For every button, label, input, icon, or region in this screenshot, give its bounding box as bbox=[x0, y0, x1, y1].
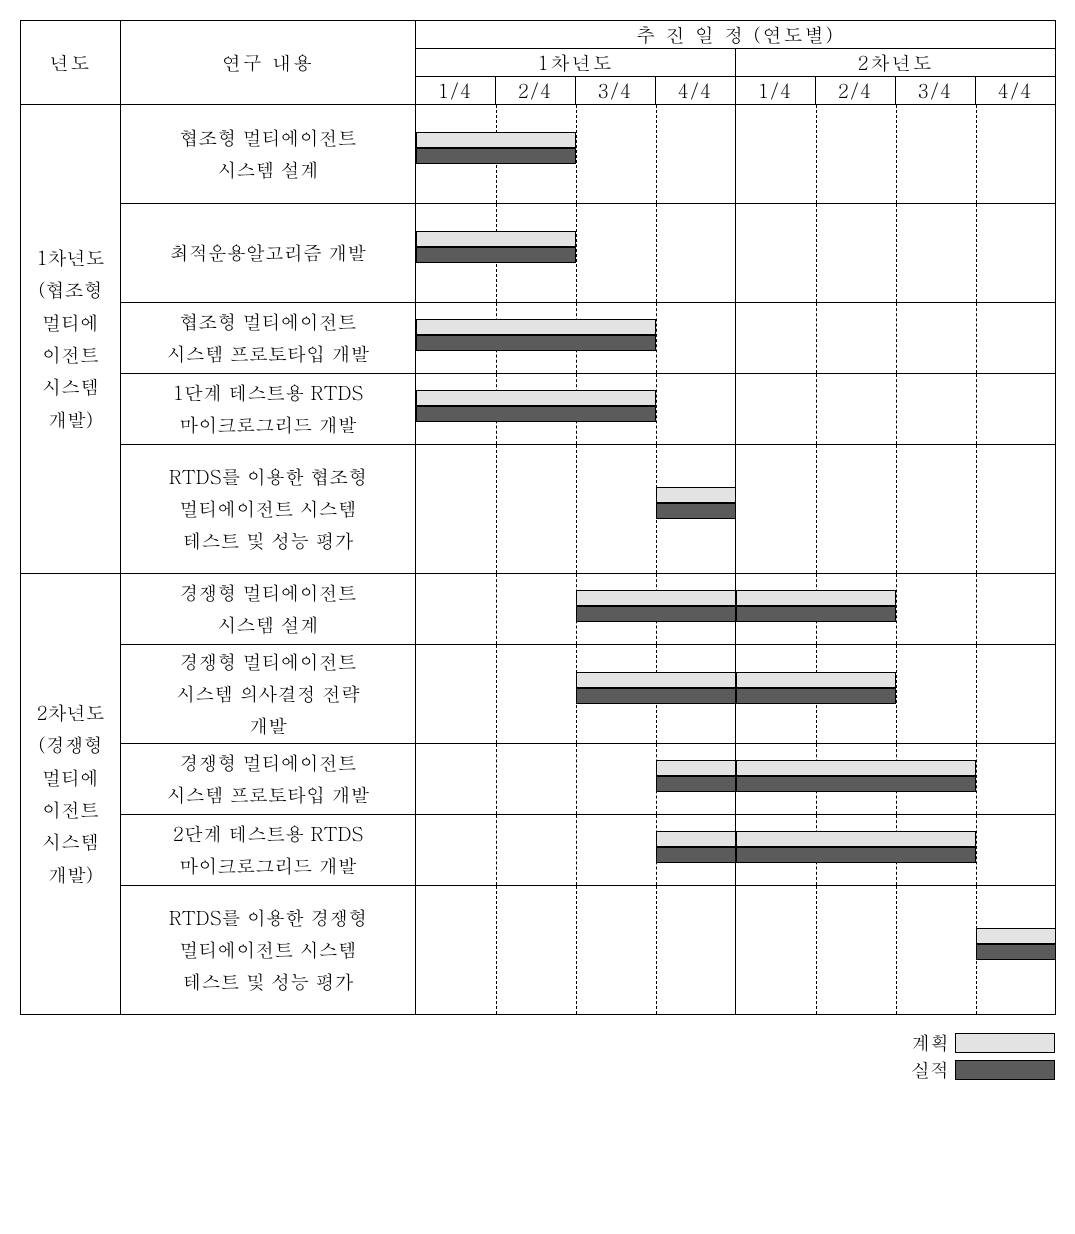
gantt-cell-year1 bbox=[416, 744, 736, 815]
gantt-bar-plan bbox=[976, 928, 1056, 944]
table-row: 최적운용알고리즘 개발 bbox=[21, 204, 1056, 303]
task-label: 1단계 테스트용 RTDS마이크로그리드 개발 bbox=[121, 374, 416, 445]
task-label: 협조형 멀티에이전트시스템 프로토타입 개발 bbox=[121, 303, 416, 374]
legend: 계획 실적 bbox=[20, 1029, 1055, 1083]
gantt-cell-year1 bbox=[416, 886, 736, 1015]
legend-plan-label: 계획 bbox=[903, 1029, 949, 1056]
hdr-q: 4/4 bbox=[976, 77, 1056, 105]
hdr-q: 3/4 bbox=[896, 77, 976, 105]
gantt-bar-actual bbox=[656, 503, 736, 519]
gantt-bar-plan bbox=[736, 590, 896, 606]
table-body: 1차년도(협조형멀티에이전트시스템개발)협조형 멀티에이전트시스템 설계최적운용… bbox=[21, 105, 1056, 1015]
table-row: 2차년도(경쟁형멀티에이전트시스템개발)경쟁형 멀티에이전트시스템 설계 bbox=[21, 574, 1056, 645]
gantt-bar-actual bbox=[656, 776, 736, 792]
gantt-bar-actual bbox=[416, 335, 656, 351]
legend-actual-swatch bbox=[955, 1060, 1055, 1080]
task-label: 경쟁형 멀티에이전트시스템 설계 bbox=[121, 574, 416, 645]
gantt-cell-year1 bbox=[416, 445, 736, 574]
gantt-bar-plan bbox=[416, 319, 656, 335]
hdr-year1: 1차년도 bbox=[416, 49, 736, 77]
gantt-cell-year2 bbox=[736, 815, 1056, 886]
task-label: RTDS를 이용한 경쟁형멀티에이전트 시스템테스트 및 성능 평가 bbox=[121, 886, 416, 1015]
gantt-cell-year2 bbox=[736, 886, 1056, 1015]
table-header: 년도 연구 내용 추 진 일 정 (연도별) 1차년도 2차년도 1/4 2/4… bbox=[21, 21, 1056, 105]
gantt-bar-actual bbox=[416, 148, 576, 164]
gantt-cell-year1 bbox=[416, 574, 736, 645]
gantt-bar-plan bbox=[576, 672, 736, 688]
gantt-bar-actual bbox=[736, 847, 976, 863]
gantt-cell-year1 bbox=[416, 105, 736, 204]
hdr-content: 연구 내용 bbox=[121, 21, 416, 105]
table-row: 경쟁형 멀티에이전트시스템 프로토타입 개발 bbox=[21, 744, 1056, 815]
task-label: 경쟁형 멀티에이전트시스템 프로토타입 개발 bbox=[121, 744, 416, 815]
legend-actual-label: 실적 bbox=[903, 1056, 949, 1083]
gantt-bar-actual bbox=[576, 606, 736, 622]
gantt-cell-year1 bbox=[416, 303, 736, 374]
table-row: RTDS를 이용한 협조형멀티에이전트 시스템테스트 및 성능 평가 bbox=[21, 445, 1056, 574]
hdr-q: 2/4 bbox=[816, 77, 896, 105]
task-label: 경쟁형 멀티에이전트시스템 의사결정 전략개발 bbox=[121, 645, 416, 744]
gantt-cell-year2 bbox=[736, 374, 1056, 445]
gantt-bar-plan bbox=[736, 760, 976, 776]
gantt-bar-actual bbox=[736, 606, 896, 622]
gantt-bar-actual bbox=[416, 247, 576, 263]
table-row: 1단계 테스트용 RTDS마이크로그리드 개발 bbox=[21, 374, 1056, 445]
hdr-q: 1/4 bbox=[416, 77, 496, 105]
gantt-bar-plan bbox=[736, 831, 976, 847]
task-label: 2단계 테스트용 RTDS마이크로그리드 개발 bbox=[121, 815, 416, 886]
gantt-bar-plan bbox=[576, 590, 736, 606]
hdr-q: 2/4 bbox=[496, 77, 576, 105]
table-row: RTDS를 이용한 경쟁형멀티에이전트 시스템테스트 및 성능 평가 bbox=[21, 886, 1056, 1015]
gantt-bar-plan bbox=[416, 231, 576, 247]
year-group-label: 1차년도(협조형멀티에이전트시스템개발) bbox=[21, 105, 121, 574]
gantt-bar-plan bbox=[656, 487, 736, 503]
gantt-cell-year1 bbox=[416, 374, 736, 445]
gantt-table: 년도 연구 내용 추 진 일 정 (연도별) 1차년도 2차년도 1/4 2/4… bbox=[20, 20, 1056, 1015]
gantt-bar-actual bbox=[576, 688, 736, 704]
gantt-cell-year1 bbox=[416, 204, 736, 303]
table-row: 1차년도(협조형멀티에이전트시스템개발)협조형 멀티에이전트시스템 설계 bbox=[21, 105, 1056, 204]
gantt-cell-year1 bbox=[416, 815, 736, 886]
hdr-schedule: 추 진 일 정 (연도별) bbox=[416, 21, 1056, 49]
legend-actual: 실적 bbox=[903, 1056, 1055, 1083]
gantt-cell-year2 bbox=[736, 204, 1056, 303]
legend-plan: 계획 bbox=[903, 1029, 1055, 1056]
table-row: 경쟁형 멀티에이전트시스템 의사결정 전략개발 bbox=[21, 645, 1056, 744]
gantt-cell-year2 bbox=[736, 645, 1056, 744]
gantt-bar-plan bbox=[416, 390, 656, 406]
table-row: 2단계 테스트용 RTDS마이크로그리드 개발 bbox=[21, 815, 1056, 886]
year-group-label: 2차년도(경쟁형멀티에이전트시스템개발) bbox=[21, 574, 121, 1015]
gantt-bar-plan bbox=[736, 672, 896, 688]
task-label: 최적운용알고리즘 개발 bbox=[121, 204, 416, 303]
hdr-q: 1/4 bbox=[736, 77, 816, 105]
hdr-year: 년도 bbox=[21, 21, 121, 105]
gantt-bar-actual bbox=[976, 944, 1056, 960]
gantt-cell-year1 bbox=[416, 645, 736, 744]
gantt-bar-actual bbox=[736, 688, 896, 704]
gantt-cell-year2 bbox=[736, 445, 1056, 574]
table-row: 협조형 멀티에이전트시스템 프로토타입 개발 bbox=[21, 303, 1056, 374]
gantt-bar-plan bbox=[656, 831, 736, 847]
legend-plan-swatch bbox=[955, 1033, 1055, 1053]
hdr-year2: 2차년도 bbox=[736, 49, 1056, 77]
hdr-q: 3/4 bbox=[576, 77, 656, 105]
hdr-q: 4/4 bbox=[656, 77, 736, 105]
gantt-bar-plan bbox=[656, 760, 736, 776]
gantt-bar-actual bbox=[416, 406, 656, 422]
gantt-cell-year2 bbox=[736, 303, 1056, 374]
gantt-cell-year2 bbox=[736, 744, 1056, 815]
gantt-cell-year2 bbox=[736, 105, 1056, 204]
task-label: 협조형 멀티에이전트시스템 설계 bbox=[121, 105, 416, 204]
gantt-bar-plan bbox=[416, 132, 576, 148]
task-label: RTDS를 이용한 협조형멀티에이전트 시스템테스트 및 성능 평가 bbox=[121, 445, 416, 574]
gantt-bar-actual bbox=[656, 847, 736, 863]
gantt-bar-actual bbox=[736, 776, 976, 792]
gantt-cell-year2 bbox=[736, 574, 1056, 645]
